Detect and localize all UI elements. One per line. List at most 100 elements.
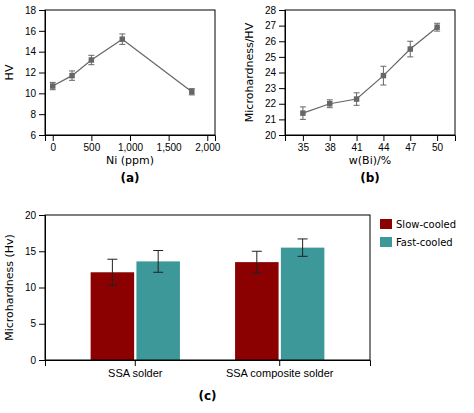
tick-label: 23: [265, 83, 277, 94]
point: [327, 101, 332, 106]
tick-mark: [130, 135, 131, 141]
panel: 353841444750202122232425262728w(Bi)/%Mic…: [243, 5, 456, 185]
tick: 35: [298, 135, 310, 153]
tick-mark: [279, 88, 285, 89]
point: [381, 73, 386, 78]
tick: 0: [50, 135, 56, 153]
error-bar: [252, 251, 262, 273]
tick: 10: [25, 282, 45, 293]
tick-mark: [39, 31, 45, 32]
tick-label: 38: [325, 142, 337, 153]
tick: 47: [405, 135, 417, 153]
tick-label: 35: [298, 142, 310, 153]
point: [434, 24, 439, 29]
tick-mark: [39, 52, 45, 53]
point: [189, 89, 194, 94]
x-axis: SSA solderSSA composite solder: [46, 360, 371, 379]
error-bar: [107, 259, 117, 285]
point: [69, 73, 74, 78]
tick: 50: [432, 135, 444, 153]
tick-mark: [169, 135, 170, 141]
plot-frame: [45, 215, 370, 360]
tick: 21: [265, 114, 285, 125]
point: [89, 57, 94, 62]
tick: 22: [265, 98, 285, 109]
error-bar: [407, 41, 413, 57]
tick-label: 50: [432, 142, 444, 153]
plot-area: [300, 23, 440, 119]
tick-mark: [39, 215, 45, 216]
tick-label: 27: [265, 20, 277, 31]
panel: 05001,0001,5002,000681012141618Ni (ppm)H…: [3, 5, 221, 185]
plot-area: [91, 239, 325, 360]
point: [120, 36, 125, 41]
tick-mark: [39, 360, 45, 361]
error-bar: [50, 82, 56, 89]
tick-mark: [53, 135, 54, 141]
tick-mark: [279, 26, 285, 27]
tick: 28: [265, 5, 285, 16]
tick-label: 24: [265, 67, 277, 78]
tick: 500: [84, 135, 101, 153]
bar: [235, 262, 279, 360]
error-bar: [69, 71, 75, 80]
bar: [281, 248, 325, 360]
x-axis: 05001,0001,5002,000: [46, 135, 221, 153]
error-bar: [119, 34, 125, 44]
legend-item: Slow-cooled: [380, 219, 456, 230]
tick-label: 6: [30, 130, 36, 141]
tick: 18: [25, 5, 45, 16]
tick: 12: [25, 67, 45, 78]
tick: 26: [265, 36, 285, 47]
tick: 14: [25, 46, 45, 57]
legend-item: Fast-cooled: [380, 237, 453, 248]
tick: 41: [352, 135, 364, 153]
tick-mark: [279, 104, 285, 105]
point: [300, 110, 305, 115]
tick-mark: [383, 135, 384, 141]
figure: 05001,0001,5002,000681012141618Ni (ppm)H…: [0, 0, 474, 413]
tick: 1,000: [118, 135, 143, 153]
tick-mark: [303, 135, 304, 141]
bar: [136, 261, 180, 360]
tick-mark: [39, 73, 45, 74]
tick: 15: [25, 246, 45, 257]
tick-label: 47: [405, 142, 417, 153]
plot-frame: [45, 10, 215, 135]
error-bar: [434, 23, 440, 31]
tick-label: 2,000: [195, 142, 220, 153]
tick-mark: [357, 135, 358, 141]
error-bar: [380, 66, 386, 85]
error-bar: [298, 239, 308, 256]
tick-mark: [39, 93, 45, 94]
tick: SSA composite solder: [226, 360, 334, 379]
tick-label: 0: [50, 142, 56, 153]
y-axis: 05101520: [25, 210, 46, 366]
tick-label: 21: [265, 114, 277, 125]
plot-frame: [285, 10, 455, 135]
point: [50, 83, 55, 88]
y-axis: 202122232425262728: [265, 5, 286, 141]
tick: 38: [325, 135, 337, 153]
tick-mark: [39, 114, 45, 115]
tick-mark: [330, 135, 331, 141]
tick-label: 18: [25, 5, 37, 16]
error-bar: [354, 93, 360, 106]
plot-area: [50, 34, 195, 95]
error-bar: [189, 89, 195, 95]
tick: 10: [25, 88, 45, 99]
tick-label: 10: [25, 282, 37, 293]
axis-line: [46, 361, 371, 367]
y-axis-title: HV: [3, 64, 16, 80]
tick-mark: [39, 251, 45, 252]
tick-mark: [437, 135, 438, 141]
legend-swatch: [380, 237, 392, 247]
caption: (c): [198, 389, 216, 403]
tick-label: 12: [25, 67, 37, 78]
tick-label: 44: [378, 142, 390, 153]
tick-mark: [39, 324, 45, 325]
tick-label: 20: [265, 130, 277, 141]
tick-mark: [207, 135, 208, 141]
x-axis-title: Ni (ppm): [106, 154, 154, 167]
tick-mark: [279, 360, 280, 366]
